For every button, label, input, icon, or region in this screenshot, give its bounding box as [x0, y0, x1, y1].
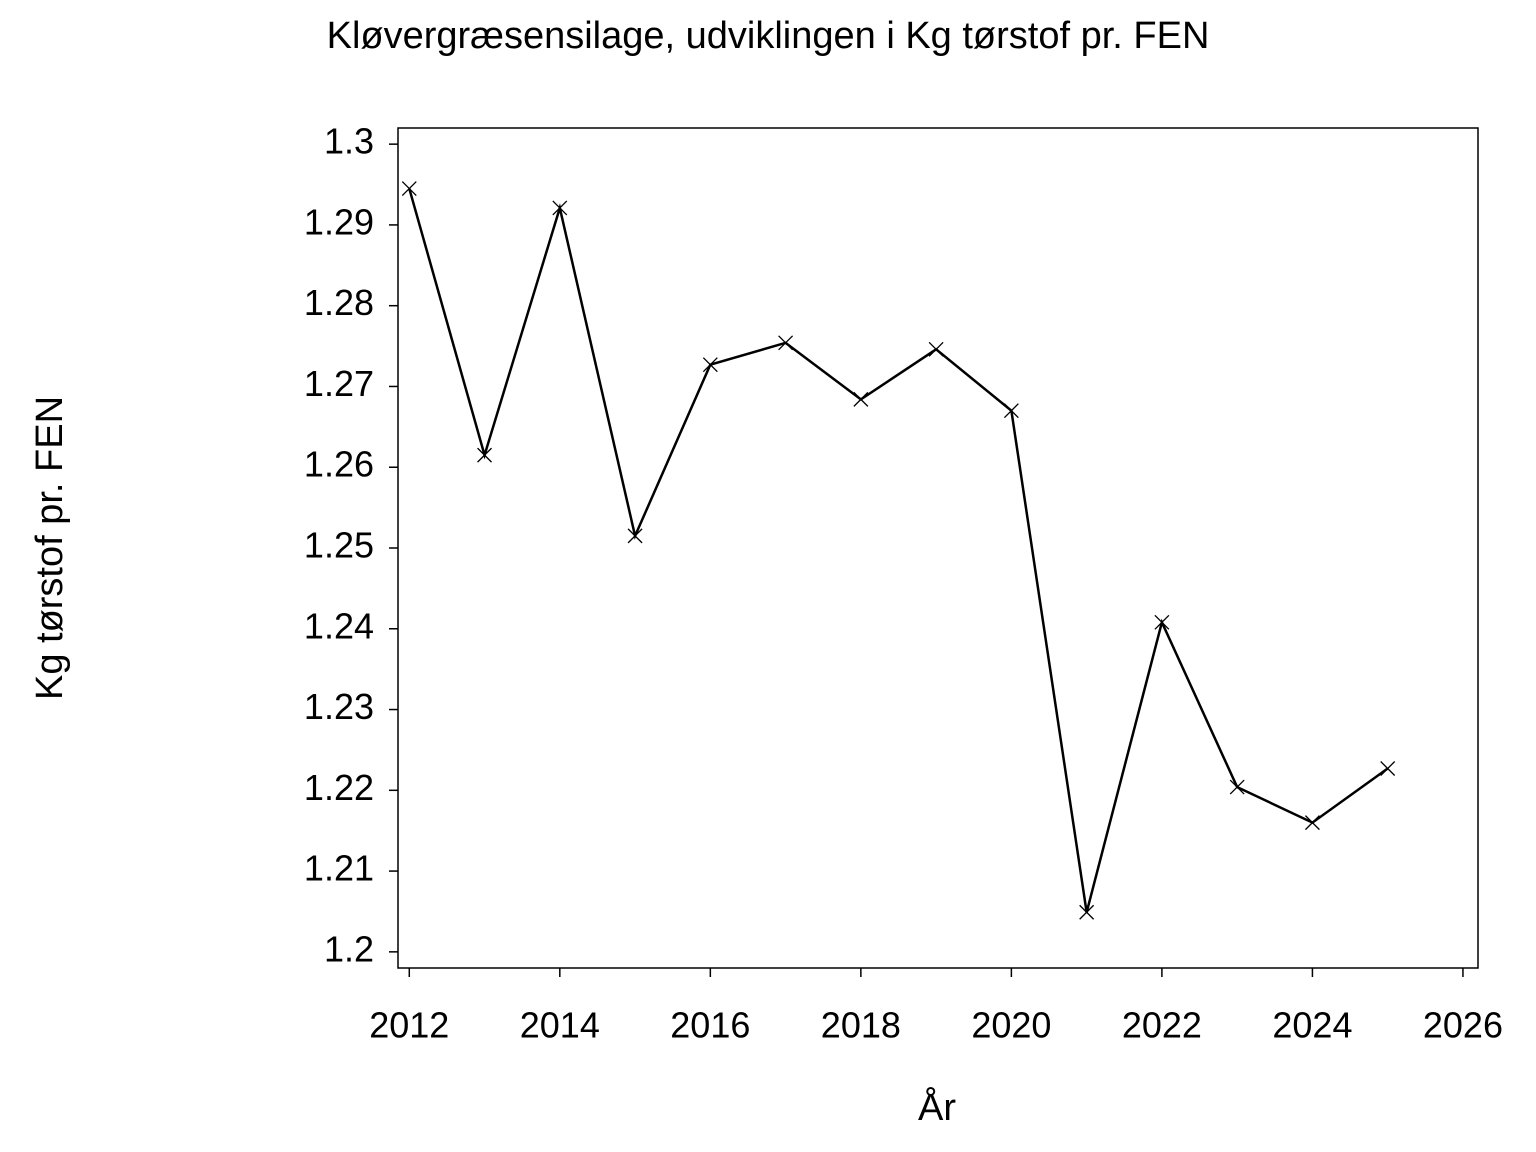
point-marker	[928, 341, 944, 357]
y-tick-label: 1.27	[304, 363, 374, 404]
point-marker	[702, 357, 718, 373]
point-marker	[552, 200, 568, 216]
y-tick-label: 1.24	[304, 605, 374, 646]
point-marker	[778, 335, 794, 351]
point-marker	[1304, 815, 1320, 831]
y-tick-label: 1.3	[324, 121, 374, 162]
y-tick-label: 1.22	[304, 767, 374, 808]
point-marker	[477, 447, 493, 463]
x-tick-label: 2014	[520, 1005, 600, 1046]
point-marker	[1003, 403, 1019, 419]
point-marker	[1229, 779, 1245, 795]
x-tick-label: 2016	[670, 1005, 750, 1046]
x-tick-label: 2012	[369, 1005, 449, 1046]
y-tick-label: 1.26	[304, 444, 374, 485]
y-axis-label: Kg tørstof pr. FEN	[29, 396, 71, 700]
point-marker	[401, 181, 417, 197]
plot-frame	[397, 127, 1479, 969]
point-marker	[1380, 761, 1396, 776]
series-line	[408, 188, 1389, 913]
point-marker	[1079, 904, 1095, 920]
point-marker	[853, 391, 869, 407]
x-tick-label: 2020	[971, 1005, 1051, 1046]
x-tick-label: 2022	[1122, 1005, 1202, 1046]
point-marker	[627, 528, 643, 544]
y-tick-label: 1.28	[304, 282, 374, 323]
y-tick-label: 1.29	[304, 201, 374, 242]
point-marker	[1154, 614, 1170, 630]
y-tick-label: 1.23	[304, 686, 374, 727]
chart-title: Kløvergræsensilage, udviklingen i Kg tør…	[327, 15, 1210, 57]
x-tick-label: 2018	[821, 1005, 901, 1046]
y-tick-label: 1.21	[304, 848, 374, 889]
x-tick-label: 2024	[1272, 1005, 1352, 1046]
y-tick-label: 1.25	[304, 525, 374, 566]
y-tick-label: 1.2	[324, 928, 374, 969]
x-tick-label: 2026	[1423, 1005, 1503, 1046]
x-axis-label: År	[918, 1085, 956, 1129]
